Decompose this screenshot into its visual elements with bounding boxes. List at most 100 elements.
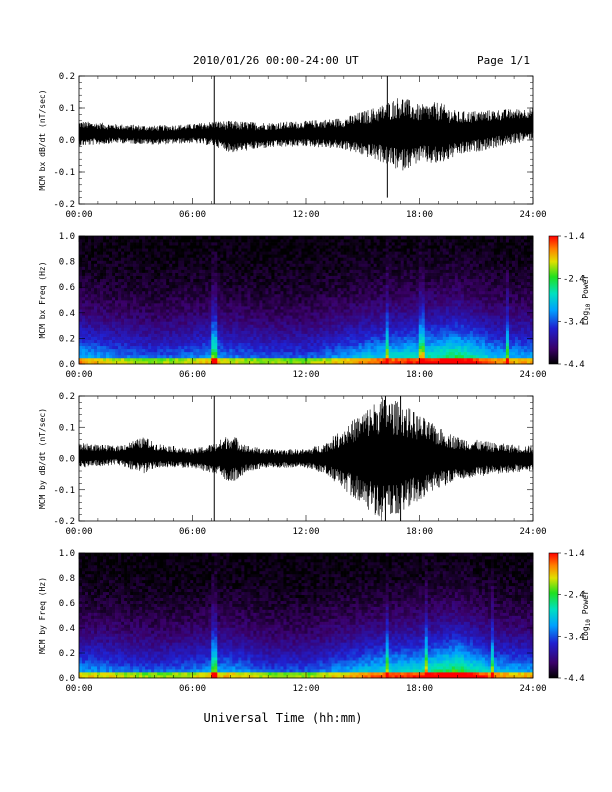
- heatmap-cell: [277, 312, 281, 316]
- heatmap-cell: [331, 354, 335, 359]
- heatmap-cell: [238, 348, 242, 353]
- heatmap-cell: [166, 300, 170, 304]
- heatmap-cell: [403, 239, 408, 243]
- heatmap-cell: [193, 293, 197, 298]
- heatmap-cell: [349, 275, 353, 280]
- heatmap-cell: [229, 309, 233, 313]
- heatmap-cell: [259, 257, 263, 261]
- heatmap-cell: [337, 300, 341, 304]
- heatmap-cell: [289, 348, 293, 353]
- heatmap-cell: [397, 345, 402, 350]
- heatmap-cell: [250, 257, 254, 261]
- heatmap-cell: [145, 251, 149, 255]
- heatmap-cell: [265, 266, 269, 270]
- heatmap-cell: [409, 275, 414, 280]
- heatmap-cell: [346, 248, 350, 252]
- heatmap-cell: [91, 242, 95, 246]
- heatmap-cell: [85, 303, 89, 307]
- heatmap-cell: [337, 236, 341, 240]
- heatmap-cell: [229, 336, 233, 340]
- heatmap-cell: [274, 339, 278, 344]
- heatmap-cell: [115, 266, 119, 270]
- heatmap-cell: [85, 300, 89, 304]
- heatmap-cell: [181, 339, 185, 344]
- heatmap-cell: [82, 293, 86, 298]
- heatmap-cell: [397, 284, 402, 289]
- heatmap-cell: [220, 269, 224, 273]
- heatmap-cell: [112, 257, 116, 261]
- heatmap-cell: [94, 242, 98, 246]
- heatmap-cell: [328, 360, 332, 365]
- heatmap-cell: [289, 263, 293, 267]
- heatmap-cell: [271, 336, 275, 340]
- heatmap-cell: [268, 348, 272, 353]
- heatmap-cell: [211, 318, 215, 322]
- heatmap-cell: [370, 242, 374, 246]
- heatmap-cell: [355, 290, 359, 295]
- heatmap-cell: [286, 287, 290, 292]
- heatmap-cell: [412, 321, 417, 325]
- heatmap-cell: [322, 254, 326, 258]
- heatmap-cell: [307, 275, 311, 280]
- heatmap-cell: [193, 360, 197, 365]
- heatmap-cell: [361, 324, 365, 328]
- heatmap-cell: [145, 245, 149, 249]
- heatmap-cell: [334, 239, 338, 243]
- heatmap-cell: [118, 236, 122, 240]
- heatmap-cell: [196, 360, 200, 365]
- heatmap-cell: [295, 309, 299, 313]
- heatmap-cell: [103, 300, 107, 304]
- heatmap-cell: [178, 339, 182, 344]
- heatmap-cell: [286, 333, 290, 337]
- heatmap-cell: [376, 351, 381, 356]
- heatmap-cell: [325, 269, 329, 273]
- heatmap-cell: [421, 312, 426, 316]
- heatmap-cell: [283, 254, 287, 258]
- heatmap-cell: [244, 348, 248, 353]
- heatmap-cell: [223, 257, 227, 261]
- heatmap-cell: [205, 239, 209, 243]
- heatmap-cell: [286, 248, 290, 252]
- heatmap-cell: [412, 275, 417, 280]
- heatmap-cell: [319, 269, 323, 273]
- heatmap-cell: [379, 254, 384, 258]
- heatmap-cell: [424, 324, 429, 328]
- heatmap-cell: [325, 345, 329, 350]
- heatmap-cell: [364, 330, 368, 334]
- heatmap-cell: [217, 269, 221, 273]
- heatmap-cell: [337, 296, 341, 301]
- heatmap-cell: [151, 272, 155, 276]
- heatmap-cell: [334, 275, 338, 280]
- heatmap-cell: [136, 236, 140, 240]
- heatmap-cell: [205, 312, 209, 316]
- heatmap-cell: [199, 293, 203, 298]
- heatmap-cell: [289, 287, 293, 292]
- heatmap-cell: [121, 260, 125, 264]
- heatmap-cell: [424, 318, 429, 322]
- heatmap-cell: [121, 315, 125, 319]
- heatmap-cell: [85, 354, 89, 359]
- heatmap-cell: [415, 315, 420, 319]
- heatmap-cell: [274, 330, 278, 334]
- heatmap-cell: [94, 269, 98, 273]
- heatmap-cell: [139, 354, 143, 359]
- heatmap-cell: [280, 342, 284, 347]
- heatmap-cell: [325, 281, 329, 286]
- heatmap-cell: [313, 330, 317, 334]
- heatmap-cell: [247, 269, 251, 273]
- heatmap-cell: [388, 281, 393, 286]
- heatmap-cell: [256, 327, 260, 331]
- heatmap-cell: [253, 330, 257, 334]
- heatmap-cell: [259, 272, 263, 276]
- heatmap-cell: [217, 248, 221, 252]
- heatmap-cell: [382, 321, 387, 325]
- heatmap-cell: [238, 342, 242, 347]
- heatmap-cell: [388, 278, 393, 283]
- heatmap-cell: [376, 272, 381, 276]
- heatmap-cell: [295, 239, 299, 243]
- heatmap-cell: [82, 248, 86, 252]
- heatmap-cell: [292, 315, 296, 319]
- heatmap-cell: [313, 336, 317, 340]
- heatmap-cell: [370, 257, 374, 261]
- heatmap-cell: [118, 315, 122, 319]
